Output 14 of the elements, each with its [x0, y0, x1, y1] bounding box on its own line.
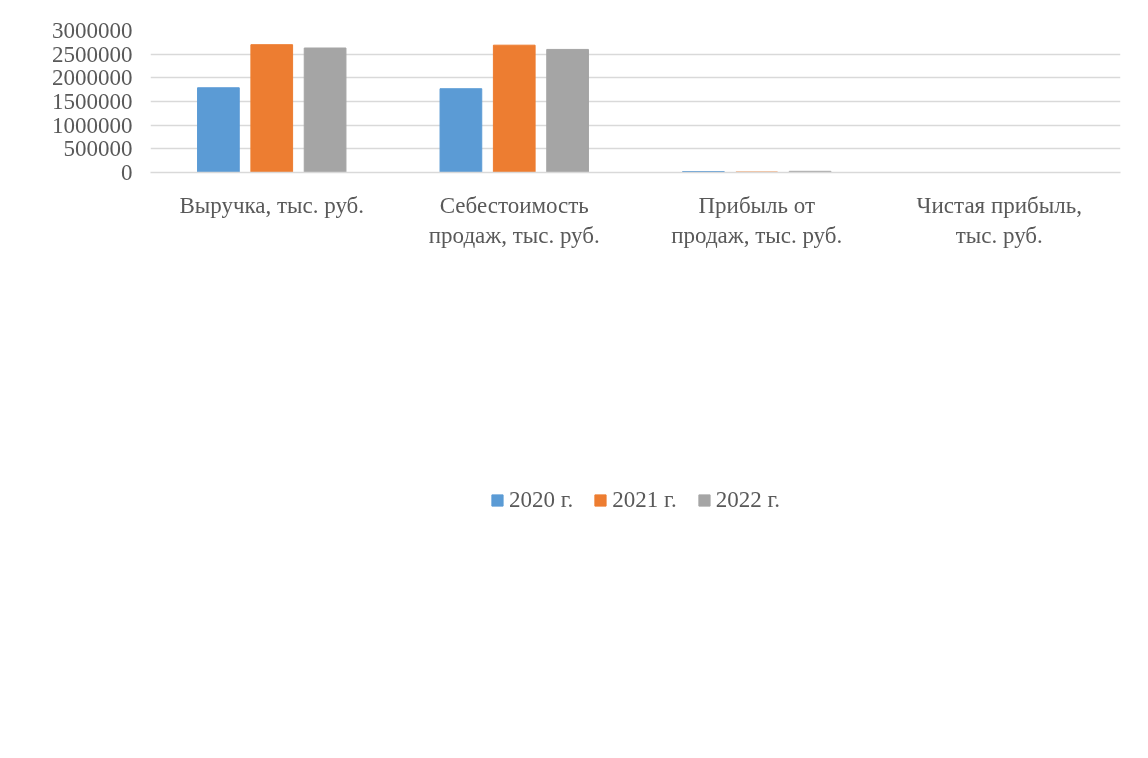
legend-label: 2022 г. — [715, 487, 781, 513]
y-tick-label: 1500000 — [52, 89, 133, 114]
y-tick-label: 500000 — [63, 136, 133, 162]
y-tick-label: 2000000 — [52, 65, 133, 91]
legend-label: 2020 г. — [508, 487, 574, 513]
y-tick-label: 1000000 — [52, 112, 133, 138]
x-tick-label: Себестоимость продаж, тыс. руб. — [428, 192, 600, 248]
x-tick-label: Прибыль от продаж, тыс. руб. — [671, 192, 843, 248]
y-tick-label: 3000000 — [52, 18, 133, 43]
x-tick-label: Выручка, тыс. руб. — [179, 192, 365, 218]
y-tick-label: 0 — [121, 160, 133, 185]
legend-label: 2021 г. — [612, 487, 677, 513]
x-tick-label: Чистая прибыль, тыс. руб. — [916, 192, 1082, 248]
y-tick-label: 2500000 — [52, 41, 133, 67]
